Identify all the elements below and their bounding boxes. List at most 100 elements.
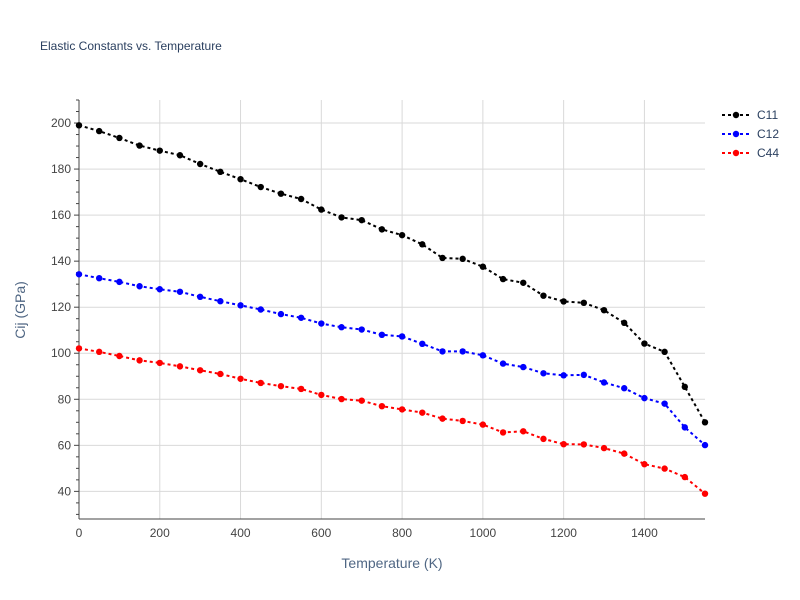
x-tick-label: 600	[311, 526, 331, 540]
x-tick-label: 1400	[631, 526, 658, 540]
x-tick-label: 1200	[550, 526, 577, 540]
x-gridlines	[159, 100, 645, 519]
series-line-c44	[78, 347, 706, 495]
y-tick-label: 140	[51, 254, 71, 268]
data-point	[156, 359, 163, 367]
data-point	[217, 168, 224, 176]
data-point	[116, 278, 123, 286]
data-point	[439, 348, 446, 355]
data-point	[459, 417, 466, 425]
axes	[78, 100, 705, 520]
y-tick-label: 180	[51, 162, 71, 176]
data-point	[398, 406, 406, 413]
legend-marker	[732, 149, 740, 157]
data-point	[136, 142, 143, 149]
data-point	[136, 357, 143, 364]
data-point	[338, 324, 345, 331]
legend-marker	[732, 111, 740, 119]
data-point	[75, 271, 83, 278]
data-point	[661, 348, 668, 356]
y-tick-label: 80	[58, 392, 72, 406]
data-point	[540, 292, 547, 299]
data-point	[439, 415, 446, 422]
data-point	[520, 279, 527, 286]
data-point	[540, 370, 547, 377]
series-layer	[75, 122, 709, 497]
y-axis-title: Cij (GPa)	[12, 281, 28, 339]
data-point	[419, 409, 426, 416]
data-point	[479, 421, 487, 428]
data-point	[560, 298, 567, 305]
data-point	[600, 306, 608, 314]
y-tick-label: 200	[51, 116, 71, 130]
data-point	[116, 134, 123, 142]
data-point	[681, 383, 689, 391]
data-point	[176, 288, 184, 295]
x-ticks: 0 200 400 600 800 1000 1200 1400	[76, 526, 658, 540]
data-point	[358, 326, 365, 333]
legend-label: C12	[757, 127, 779, 141]
data-point	[196, 160, 204, 168]
data-point	[621, 450, 628, 457]
y-tick-label: 60	[58, 438, 72, 452]
data-point	[419, 340, 426, 348]
data-point	[621, 319, 628, 327]
data-point	[136, 283, 143, 290]
data-point	[378, 331, 386, 339]
y-tick-label: 100	[51, 346, 71, 360]
data-point	[156, 147, 163, 154]
data-point	[499, 275, 507, 283]
y-tick-label: 40	[58, 484, 72, 498]
data-point	[520, 363, 527, 371]
data-point	[257, 306, 264, 313]
data-point	[196, 367, 204, 374]
data-point	[641, 340, 648, 347]
data-point	[95, 348, 103, 356]
data-point	[297, 385, 305, 393]
legend-item-c12[interactable]: C12	[722, 127, 779, 141]
legend[interactable]: C11 C12 C44	[722, 108, 779, 160]
legend-item-c44[interactable]: C44	[722, 146, 779, 160]
x-tick-label: 400	[231, 526, 251, 540]
series-line-c11	[78, 124, 706, 423]
data-point	[277, 190, 285, 197]
data-point	[318, 391, 325, 399]
data-point	[600, 444, 608, 452]
data-point	[237, 302, 244, 309]
data-point	[459, 348, 466, 355]
data-point	[277, 382, 285, 390]
data-point	[580, 299, 588, 307]
x-tick-label: 1000	[470, 526, 497, 540]
data-point	[439, 254, 446, 262]
data-point	[196, 293, 204, 301]
data-point	[641, 394, 648, 402]
legend-item-c11[interactable]: C11	[722, 108, 778, 122]
data-point	[701, 490, 709, 497]
data-point	[338, 214, 345, 221]
data-point	[398, 231, 406, 239]
legend-marker	[732, 130, 740, 138]
data-point	[681, 473, 689, 481]
data-point	[479, 352, 487, 359]
data-point	[217, 298, 224, 305]
data-point	[95, 127, 103, 135]
data-point	[95, 274, 103, 282]
data-point	[75, 345, 83, 352]
data-point	[419, 241, 426, 248]
series-c12	[75, 271, 709, 449]
data-point	[318, 206, 325, 213]
data-point	[641, 461, 648, 468]
data-point	[520, 428, 527, 435]
data-point	[621, 385, 628, 392]
data-point	[75, 122, 83, 129]
data-point	[499, 360, 507, 367]
x-tick-label: 800	[392, 526, 412, 540]
data-point	[217, 370, 224, 378]
data-point	[580, 371, 588, 379]
data-point	[600, 379, 608, 386]
series-line-c12	[78, 273, 706, 446]
data-point	[257, 379, 264, 387]
data-point	[378, 402, 386, 410]
data-point	[459, 255, 466, 263]
